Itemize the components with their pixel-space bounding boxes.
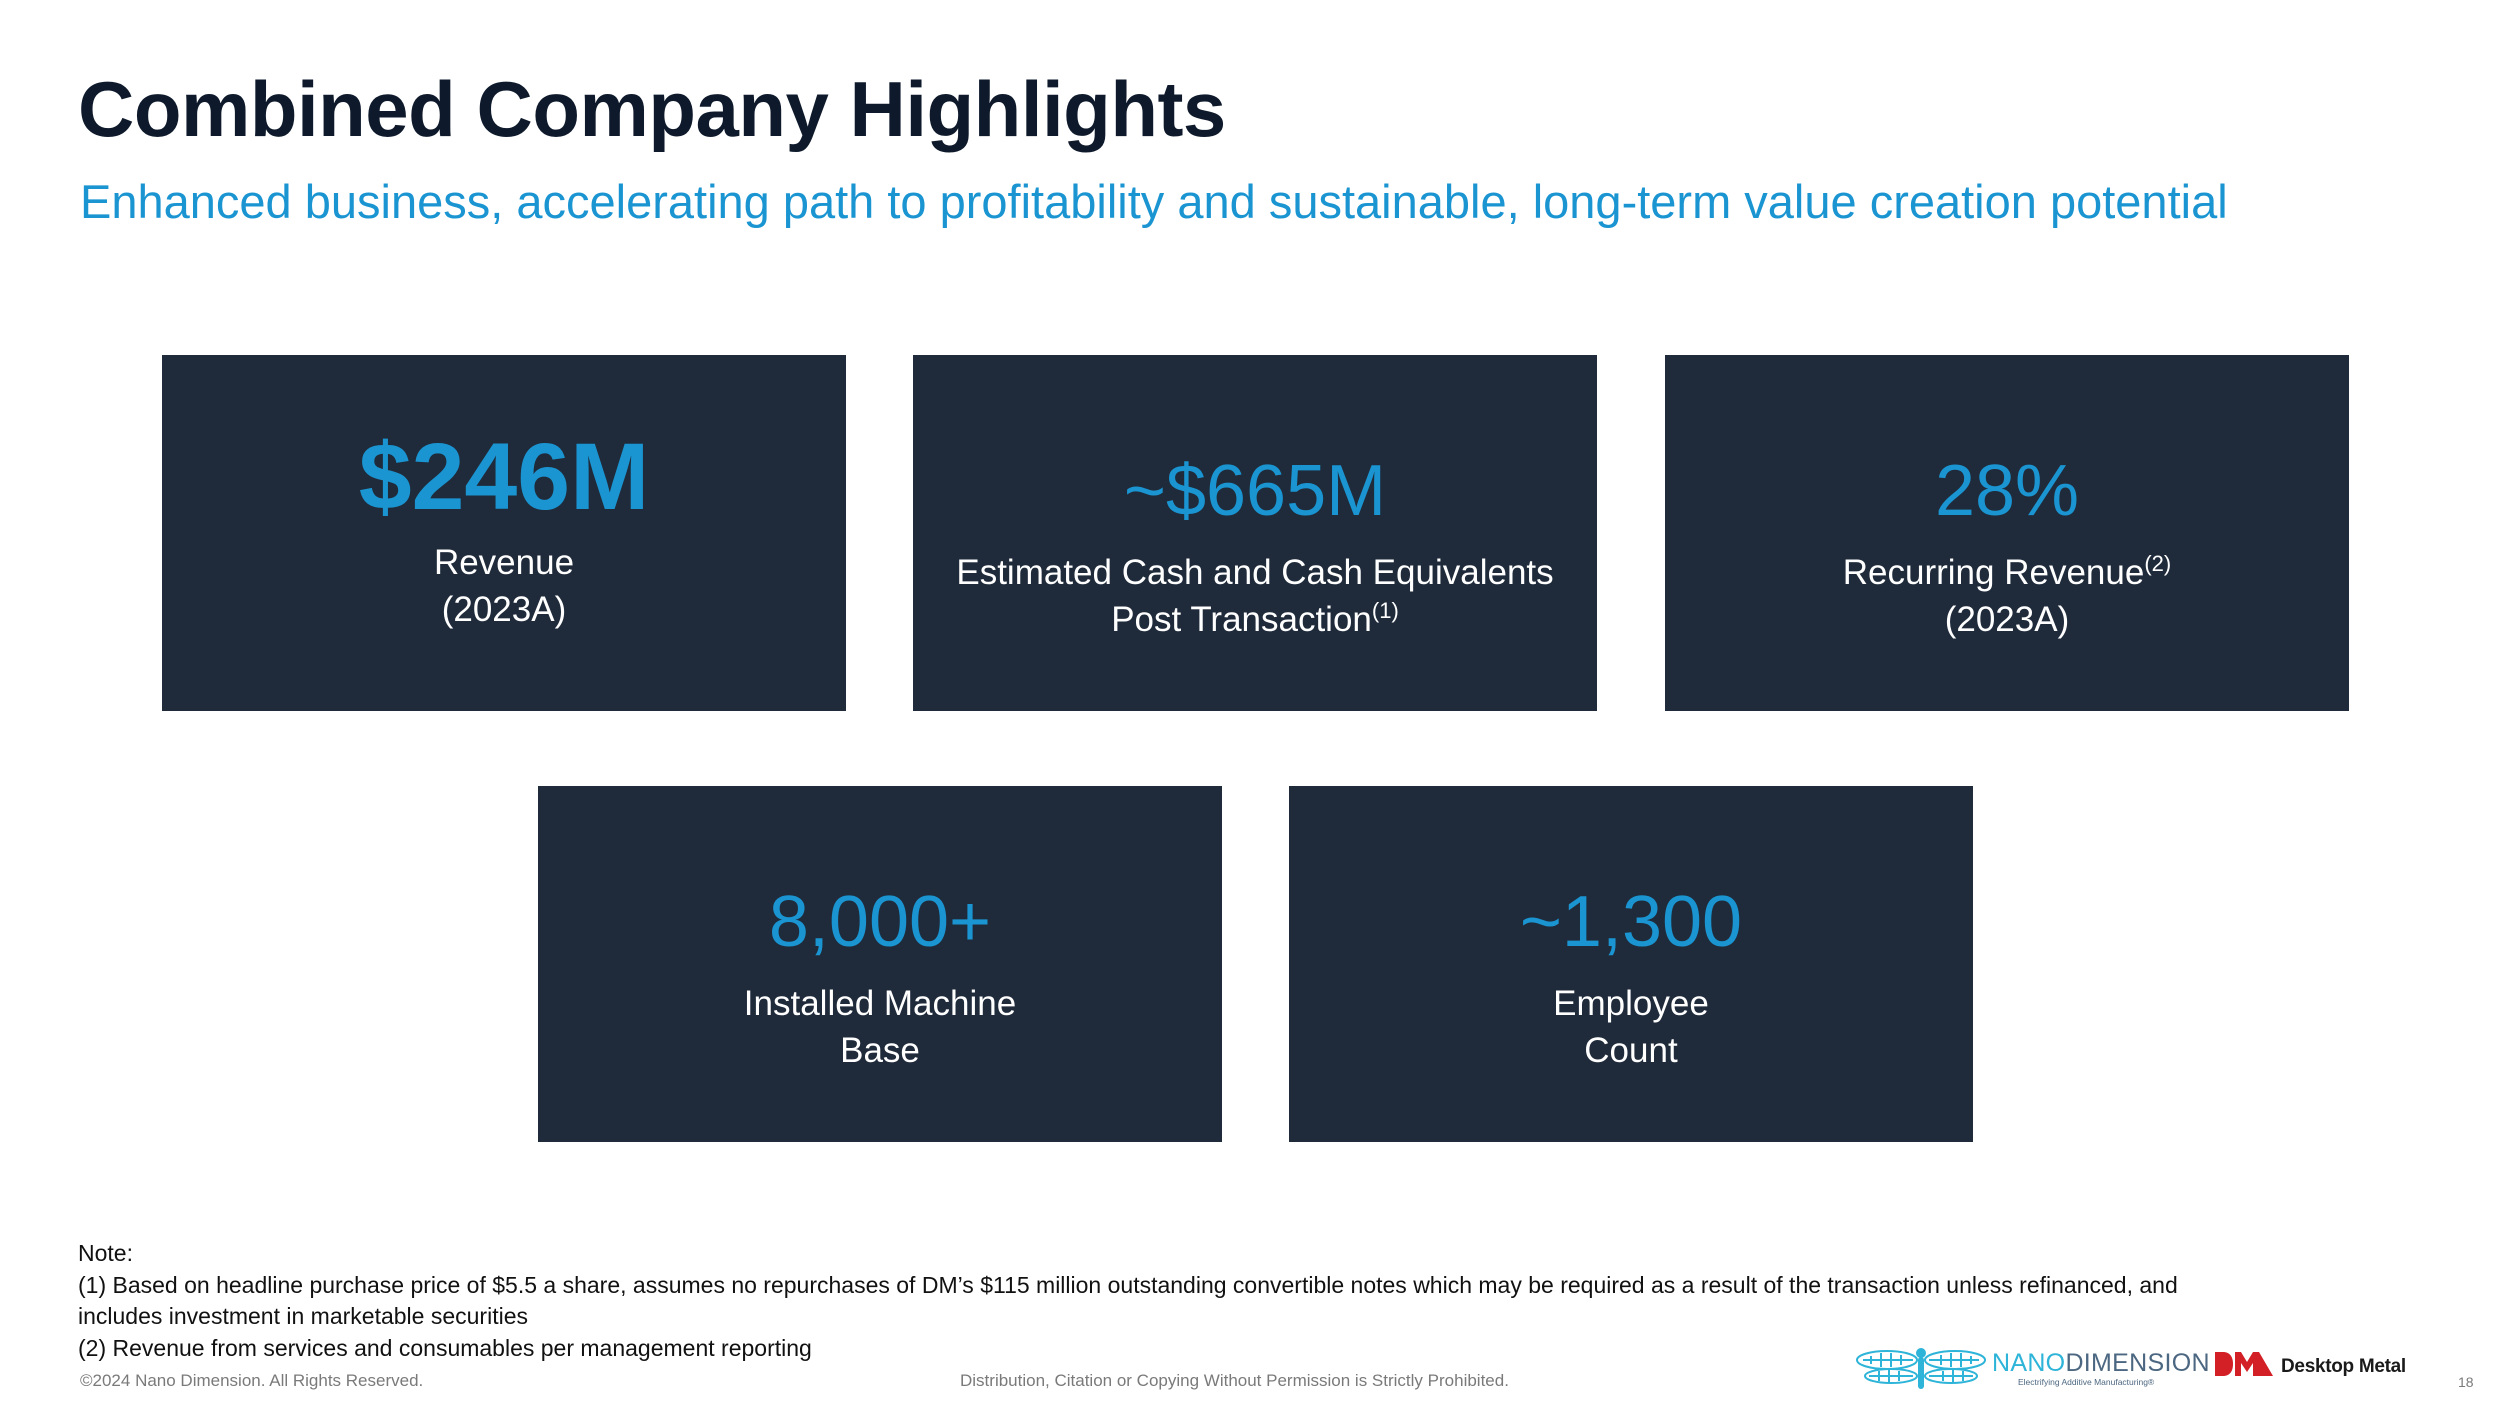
- installed-base-card: 8,000+ Installed Machine Base: [538, 786, 1222, 1142]
- installed-base-label: Installed Machine Base: [744, 980, 1016, 1074]
- nano-wordmark-part2: DIMENSION: [2065, 1349, 2210, 1377]
- nano-wordmark-part1: NANO: [1992, 1349, 2066, 1377]
- copyright: ©2024 Nano Dimension. All Rights Reserve…: [80, 1371, 424, 1390]
- revenue-label-line2: (2023A): [441, 590, 567, 629]
- revenue-label-line1: Revenue: [433, 543, 575, 582]
- cash-label: Estimated Cash and Cash Equivalents Post…: [956, 549, 1553, 643]
- employee-count-card: ~1,300 Employee Count: [1289, 786, 1973, 1142]
- notes: Note: (1) Based on headline purchase pri…: [78, 1238, 2278, 1364]
- desktop-metal-wordmark: Desktop Metal: [2281, 1356, 2406, 1377]
- dragonfly-icon: [1856, 1348, 1986, 1389]
- cash-label-line1: Estimated Cash and Cash Equivalents: [956, 553, 1554, 592]
- page-subtitle: Enhanced business, accelerating path to …: [80, 175, 2228, 228]
- disclaimer: Distribution, Citation or Copying Withou…: [960, 1371, 1509, 1390]
- revenue-value: $246M: [358, 424, 650, 530]
- note-1-line-2: includes investment in marketable securi…: [78, 1303, 528, 1329]
- nano-dimension-logo: NANODIMENSION Electrifying Additive Manu…: [1855, 1343, 2210, 1391]
- recurring-revenue-value: 28%: [1934, 451, 2080, 531]
- note-2: (2) Revenue from services and consumable…: [78, 1334, 812, 1361]
- cash-label-line2-wrap: Post Transaction(1): [956, 596, 1553, 643]
- cash-label-line2: Post Transaction: [1111, 600, 1372, 639]
- desktop-metal-logo: Desktop Metal: [2213, 1349, 2413, 1383]
- revenue-label: Revenue (2023A): [434, 539, 574, 633]
- installed-base-label-line2: Base: [840, 1031, 920, 1070]
- note-1-line-1: (1) Based on headline purchase price of …: [78, 1271, 2178, 1298]
- installed-base-value: 8,000+: [768, 882, 992, 962]
- employee-count-label-line1: Employee: [1553, 984, 1709, 1023]
- employee-count-value: ~1,300: [1519, 882, 1743, 962]
- recurring-revenue-label: Recurring Revenue(2) (2023A): [1843, 549, 2171, 643]
- recurring-revenue-label-line2: (2023A): [1944, 600, 2070, 639]
- page-number: 18: [2458, 1374, 2474, 1390]
- recurring-revenue-card: 28% Recurring Revenue(2) (2023A): [1665, 355, 2349, 711]
- recurring-revenue-label-line1: Recurring Revenue: [1842, 553, 2145, 592]
- recurring-revenue-label-line1-wrap: Recurring Revenue(2): [1843, 549, 2171, 596]
- desktop-metal-mark-icon: [2215, 1352, 2273, 1376]
- notes-heading: Note:: [78, 1240, 133, 1266]
- employee-count-label-line2: Count: [1584, 1031, 1678, 1070]
- cash-card: ~$665M Estimated Cash and Cash Equivalen…: [913, 355, 1597, 711]
- nano-dimension-wordmark: NANODIMENSION: [1992, 1349, 2210, 1378]
- installed-base-label-line1: Installed Machine: [743, 984, 1017, 1023]
- cash-footnote-marker: (1): [1371, 598, 1399, 623]
- cash-value: ~$665M: [1123, 451, 1387, 531]
- nano-dimension-tagline: Electrifying Additive Manufacturing®: [2018, 1377, 2155, 1387]
- page-title: Combined Company Highlights: [78, 65, 1226, 153]
- revenue-card: $246M Revenue (2023A): [162, 355, 846, 711]
- recurring-revenue-footnote-marker: (2): [2144, 551, 2172, 576]
- employee-count-label: Employee Count: [1553, 980, 1709, 1074]
